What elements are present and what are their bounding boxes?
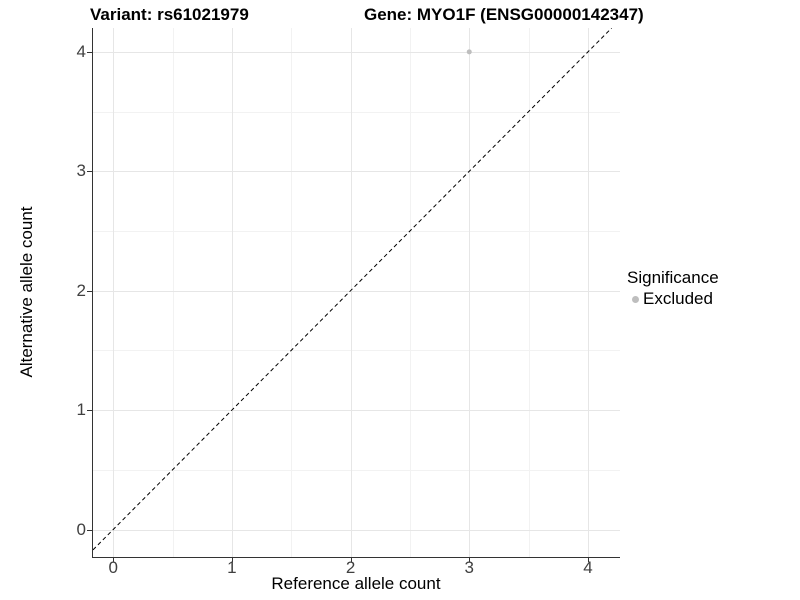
- y-tick-mark: [87, 529, 92, 531]
- y-tick-mark: [87, 171, 92, 173]
- plot-panel: [93, 28, 620, 557]
- plot-title-variant: Variant: rs61021979: [90, 5, 249, 24]
- major-gridline-x: [113, 28, 115, 557]
- panel-svg-layer: [93, 28, 613, 551]
- minor-gridline-x: [172, 28, 174, 557]
- y-tick-label: 2: [76, 280, 86, 300]
- x-axis-title: Reference allele count: [271, 574, 441, 593]
- y-tick-label: 3: [76, 161, 86, 181]
- major-gridline-y: [93, 171, 620, 173]
- x-tick-mark: [113, 557, 115, 562]
- excluded-marker-icon: [632, 295, 639, 303]
- x-tick-mark: [469, 557, 471, 562]
- y-tick-mark: [87, 51, 92, 53]
- y-tick-mark: [87, 290, 92, 292]
- minor-gridline-y: [93, 111, 620, 113]
- plot-title-gene: Gene: MYO1F (ENSG00000142347): [364, 5, 644, 24]
- identity-line: [93, 28, 613, 551]
- minor-gridline-y: [93, 469, 620, 471]
- x-tick-mark: [587, 557, 589, 562]
- x-tick-label: 3: [464, 558, 474, 577]
- x-tick-label: 2: [345, 558, 356, 577]
- y-tick-mark: [87, 410, 92, 412]
- y-axis-line: [92, 28, 93, 558]
- major-gridline-y: [93, 51, 620, 53]
- y-tick-label: 0: [76, 519, 86, 539]
- legend-item-label: Excluded: [643, 289, 713, 308]
- x-tick-mark: [231, 557, 233, 562]
- x-tick-label: 1: [227, 558, 237, 577]
- major-gridline-x: [469, 28, 471, 557]
- y-axis-title: Alternative allele count: [17, 206, 36, 378]
- legend: Significance Excluded: [627, 268, 719, 309]
- minor-gridline-x: [291, 28, 293, 557]
- major-gridline-x: [350, 28, 352, 557]
- x-axis-line: [92, 557, 620, 558]
- minor-gridline-y: [93, 231, 620, 232]
- x-tick-mark: [350, 557, 352, 562]
- x-tick-label: 0: [108, 558, 118, 577]
- x-tick-label: 4: [583, 558, 593, 577]
- major-gridline-x: [231, 28, 233, 557]
- y-tick-label: 1: [76, 400, 86, 420]
- major-gridline-y: [93, 529, 620, 531]
- legend-item-excluded: Excluded: [627, 289, 719, 309]
- minor-gridline-y: [93, 350, 620, 352]
- minor-gridline-x: [528, 28, 530, 557]
- y-tick-label: 4: [76, 41, 86, 61]
- major-gridline-x: [587, 28, 589, 557]
- major-gridline-y: [93, 410, 620, 412]
- data-point: [466, 49, 472, 55]
- legend-title: Significance: [627, 268, 719, 287]
- major-gridline-y: [93, 290, 620, 292]
- minor-gridline-x: [409, 28, 411, 557]
